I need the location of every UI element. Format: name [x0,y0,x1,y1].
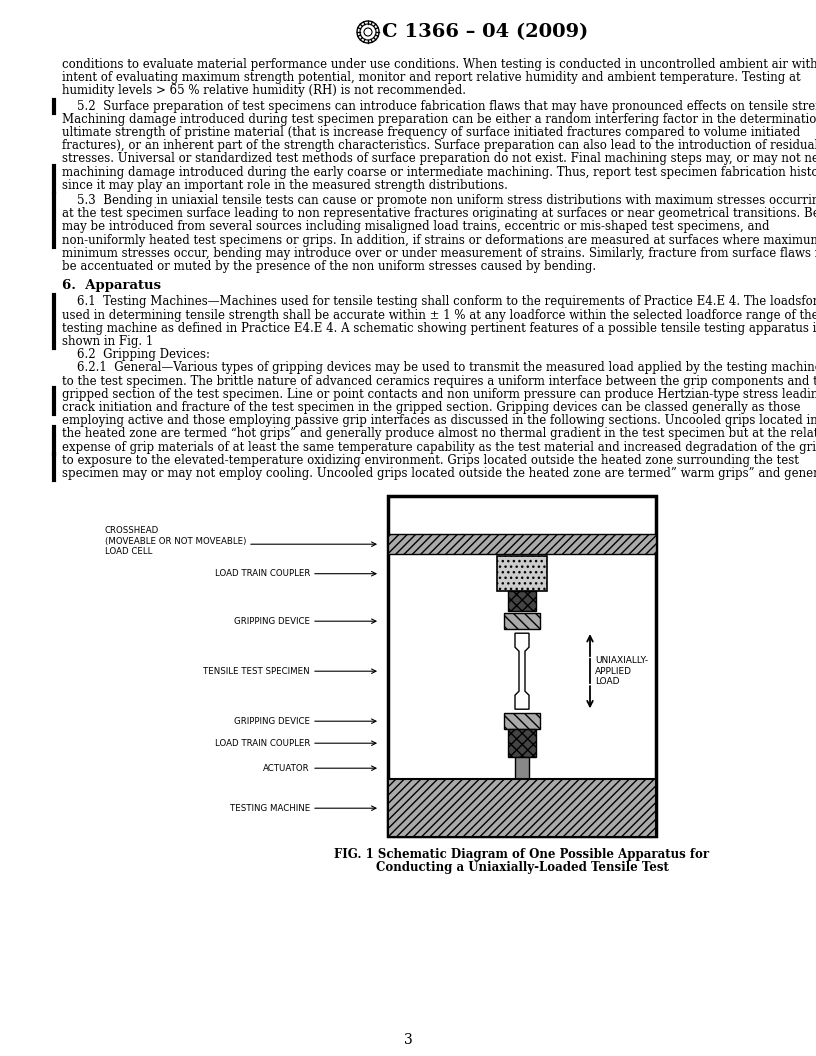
Text: stresses. Universal or standardized test methods of surface preparation do not e: stresses. Universal or standardized test… [62,152,816,166]
Text: machining damage introduced during the early coarse or intermediate machining. T: machining damage introduced during the e… [62,166,816,178]
Text: FIG. 1 Schematic Diagram of One Possible Apparatus for: FIG. 1 Schematic Diagram of One Possible… [335,848,710,862]
Bar [508,730,536,757]
Text: ACTUATOR: ACTUATOR [264,763,310,773]
Text: at the test specimen surface leading to non representative fractures originating: at the test specimen surface leading to … [62,207,816,221]
Text: shown in Fig. 1: shown in Fig. 1 [62,335,153,348]
Text: conditions to evaluate material performance under use conditions. When testing i: conditions to evaluate material performa… [62,58,816,71]
Text: GRIPPING DEVICE: GRIPPING DEVICE [234,717,310,725]
Text: TENSILE TEST SPECIMEN: TENSILE TEST SPECIMEN [203,666,310,676]
Text: C 1366 – 04 (2009): C 1366 – 04 (2009) [382,23,588,41]
Text: non-uniformly heated test specimens or grips. In addition, if strains or deforma: non-uniformly heated test specimens or g… [62,233,816,247]
Text: used in determining tensile strength shall be accurate within ± 1 % at any loadf: used in determining tensile strength sha… [62,308,816,322]
Text: to exposure to the elevated-temperature oxidizing environment. Grips located out: to exposure to the elevated-temperature … [62,454,799,467]
Bar [388,496,656,836]
Text: 5.3  Bending in uniaxial tensile tests can cause or promote non uniform stress d: 5.3 Bending in uniaxial tensile tests ca… [62,194,816,207]
Text: CROSSHEAD
(MOVEABLE OR NOT MOVEABLE)
LOAD CELL: CROSSHEAD (MOVEABLE OR NOT MOVEABLE) LOA… [104,526,246,557]
Text: specimen may or may not employ cooling. Uncooled grips located outside the heate: specimen may or may not employ cooling. … [62,467,816,480]
Text: GRIPPING DEVICE: GRIPPING DEVICE [234,617,310,626]
Text: 6.2.1  General—Various types of gripping devices may be used to transmit the mea: 6.2.1 General—Various types of gripping … [62,361,816,375]
Bar [504,614,540,629]
Bar [388,779,656,837]
Text: minimum stresses occur, bending may introduce over or under measurement of strai: minimum stresses occur, bending may intr… [62,247,816,260]
Text: 6.  Apparatus: 6. Apparatus [62,279,161,293]
Bar [497,557,547,591]
Polygon shape [515,634,529,710]
Bar [504,713,540,730]
Text: humidity levels > 65 % relative humidity (RH) is not recommended.: humidity levels > 65 % relative humidity… [62,84,466,97]
Text: LOAD TRAIN COUPLER: LOAD TRAIN COUPLER [215,739,310,748]
Bar [388,534,656,554]
Text: gripped section of the test specimen. Line or point contacts and non uniform pre: gripped section of the test specimen. Li… [62,388,816,401]
Text: testing machine as defined in Practice E4.E 4. A schematic showing pertinent fea: testing machine as defined in Practice E… [62,322,816,335]
Text: 6.1  Testing Machines—Machines used for tensile testing shall conform to the req: 6.1 Testing Machines—Machines used for t… [62,296,816,308]
Text: 5.2  Surface preparation of test specimens can introduce fabrication flaws that : 5.2 Surface preparation of test specimen… [62,99,816,113]
Text: be accentuated or muted by the presence of the non uniform stresses caused by be: be accentuated or muted by the presence … [62,260,596,274]
Text: may be introduced from several sources including misaligned load trains, eccentr: may be introduced from several sources i… [62,221,769,233]
Text: the heated zone are termed “hot grips” and generally produce almost no thermal g: the heated zone are termed “hot grips” a… [62,428,816,440]
Text: since it may play an important role in the measured strength distributions.: since it may play an important role in t… [62,178,508,192]
Text: crack initiation and fracture of the test specimen in the gripped section. Gripp: crack initiation and fracture of the tes… [62,401,800,414]
Text: ultimate strength of pristine material (that is increase frequency of surface in: ultimate strength of pristine material (… [62,126,800,139]
Bar [515,757,529,779]
Text: intent of evaluating maximum strength potential, monitor and report relative hum: intent of evaluating maximum strength po… [62,71,800,84]
Text: expense of grip materials of at least the same temperature capability as the tes: expense of grip materials of at least th… [62,440,816,454]
Text: Conducting a Uniaxially-Loaded Tensile Test: Conducting a Uniaxially-Loaded Tensile T… [375,862,668,874]
Text: LOAD TRAIN COUPLER: LOAD TRAIN COUPLER [215,569,310,579]
Text: TESTING MACHINE: TESTING MACHINE [230,804,310,813]
Text: 3: 3 [404,1033,412,1046]
Bar [508,591,536,611]
Text: to the test specimen. The brittle nature of advanced ceramics requires a uniform: to the test specimen. The brittle nature… [62,375,816,388]
Text: fractures), or an inherent part of the strength characteristics. Surface prepara: fractures), or an inherent part of the s… [62,139,816,152]
Text: employing active and those employing passive grip interfaces as discussed in the: employing active and those employing pas… [62,414,816,428]
Text: Machining damage introduced during test specimen preparation can be either a ran: Machining damage introduced during test … [62,113,816,126]
Text: UNIAXIALLY-
APPLIED
LOAD: UNIAXIALLY- APPLIED LOAD [595,656,648,686]
Text: 6.2  Gripping Devices:: 6.2 Gripping Devices: [62,348,210,361]
